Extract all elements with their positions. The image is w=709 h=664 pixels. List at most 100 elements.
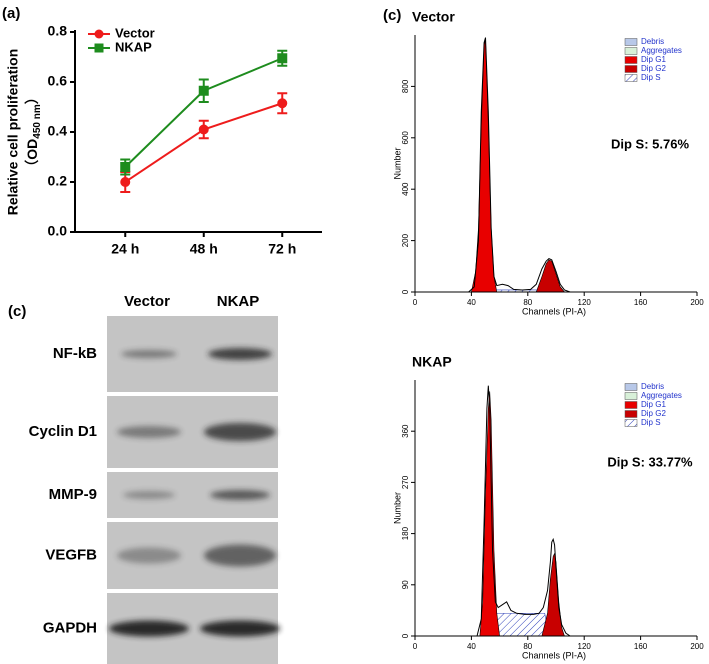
- x-tick-label: 120: [578, 642, 592, 651]
- x-axis-label: Channels (PI-A): [522, 306, 586, 316]
- y-tick-label: 0.4: [48, 123, 68, 139]
- data-point: [277, 98, 288, 109]
- x-tick-label: 0: [413, 642, 418, 651]
- data-point: [120, 162, 131, 172]
- legend-label: Debris: [641, 37, 664, 46]
- x-tick-label: 200: [690, 642, 704, 651]
- legend-label: Aggregates: [641, 391, 682, 400]
- x-tick-label: 72 h: [268, 241, 296, 257]
- y-axis-label-sub: 450 nm: [32, 104, 43, 139]
- y-tick-label: 400: [401, 182, 410, 196]
- y-tick-label: 360: [401, 424, 410, 438]
- y-tick-label: 0: [401, 289, 410, 294]
- legend-swatch: [624, 401, 638, 409]
- legend-label: Dip G2: [641, 409, 666, 418]
- x-tick-label: 80: [523, 642, 532, 651]
- y-axis-label-part: （OD: [24, 139, 40, 174]
- area: [479, 391, 500, 637]
- legend-marker: [94, 29, 104, 39]
- legend-label: NKAP: [115, 39, 152, 54]
- row-label: VEGFB: [45, 546, 97, 563]
- blot-band: [117, 426, 181, 438]
- x-tick-label: 80: [523, 298, 532, 307]
- x-tick-label: 160: [634, 642, 648, 651]
- blot-band: [123, 491, 175, 499]
- legend-swatch: [624, 47, 638, 55]
- blot-band: [121, 350, 177, 358]
- legend-label: Dip S: [641, 73, 661, 82]
- chart-title: NKAP: [412, 354, 452, 370]
- annotation: Dip S: 5.76%: [611, 136, 689, 151]
- row-label: NF-kB: [53, 345, 97, 362]
- y-tick-label: 0.6: [48, 73, 68, 89]
- legend-label: Debris: [641, 382, 664, 391]
- panel-label: (a): [2, 5, 20, 22]
- x-axis-label: Channels (PI-A): [522, 650, 586, 660]
- chart-title: Vector: [412, 9, 455, 25]
- panel-label: (c): [383, 7, 401, 24]
- row-label: Cyclin D1: [29, 423, 97, 440]
- y-axis-label: Relative cell proliferation: [5, 49, 21, 216]
- panel-label: (c): [8, 303, 26, 320]
- legend-marker: [94, 43, 104, 53]
- trace-line: [468, 37, 571, 293]
- y-tick-label: 90: [401, 580, 410, 589]
- y-tick-label: 800: [401, 79, 410, 93]
- x-tick-label: 160: [634, 298, 648, 307]
- blot-band: [204, 423, 276, 441]
- series-line: [124, 57, 283, 168]
- legend-swatch: [624, 38, 638, 46]
- legend-label: Aggregates: [641, 46, 682, 55]
- legend-label: Dip G2: [641, 64, 666, 73]
- legend-swatch: [624, 410, 638, 418]
- x-tick-label: 40: [467, 298, 476, 307]
- legend-label: Dip G1: [641, 55, 666, 64]
- blot-band: [208, 348, 272, 360]
- x-tick-label: 48 h: [190, 241, 218, 257]
- x-tick-label: 0: [413, 298, 418, 307]
- blot-band: [200, 620, 280, 637]
- column-label: Vector: [124, 293, 170, 310]
- y-tick-label: 0.2: [48, 173, 68, 189]
- y-tick-label: 270: [401, 475, 410, 489]
- data-point: [198, 124, 209, 135]
- y-axis-label: （OD450 nm）: [24, 90, 43, 173]
- y-tick-label: 0.8: [48, 23, 68, 39]
- x-tick-label: 200: [690, 298, 704, 307]
- column-label: NKAP: [217, 293, 260, 310]
- series-line: [124, 102, 283, 183]
- trace-line: [476, 385, 571, 637]
- data-point: [277, 53, 288, 64]
- y-tick-label: 0.0: [48, 223, 68, 239]
- row-label: MMP-9: [49, 486, 97, 503]
- y-axis-label: Number: [392, 147, 402, 179]
- legend-label: Dip S: [641, 418, 661, 427]
- blot-band: [204, 544, 276, 567]
- legend-label: Dip G1: [641, 400, 666, 409]
- blot-band: [210, 490, 270, 500]
- y-axis-label: Number: [392, 492, 402, 524]
- y-tick-label: 0: [401, 633, 410, 638]
- legend-swatch: [624, 65, 638, 73]
- area: [492, 612, 550, 637]
- y-tick-label: 600: [401, 131, 410, 145]
- x-tick-label: 40: [467, 642, 476, 651]
- blot-band: [109, 620, 189, 637]
- y-axis-label-part: ）: [24, 90, 40, 104]
- legend-swatch: [624, 392, 638, 400]
- annotation: Dip S: 33.77%: [607, 454, 693, 469]
- y-tick-label: 200: [401, 233, 410, 247]
- row-label: GAPDH: [43, 619, 97, 636]
- y-tick-label: 180: [401, 526, 410, 540]
- legend-swatch: [624, 419, 638, 427]
- x-tick-label: 24 h: [111, 241, 139, 257]
- blot-band: [117, 547, 181, 564]
- data-point: [120, 177, 131, 187]
- area: [535, 259, 566, 293]
- legend-label: Vector: [115, 25, 155, 40]
- legend-swatch: [624, 383, 638, 391]
- data-point: [198, 85, 209, 96]
- x-tick-label: 120: [578, 298, 592, 307]
- legend-swatch: [624, 56, 638, 64]
